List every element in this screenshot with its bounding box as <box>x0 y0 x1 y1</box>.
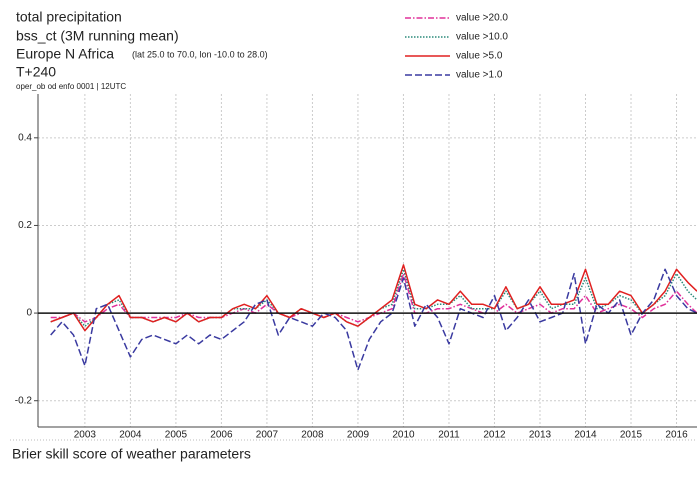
x-tick-label: 2010 <box>392 430 415 441</box>
x-tick-label: 2006 <box>210 430 233 441</box>
x-tick-label: 2011 <box>438 430 460 441</box>
y-tick-label: 0.2 <box>18 220 32 231</box>
x-tick-label: 2008 <box>301 430 324 441</box>
legend-label: value >1.0 <box>456 70 503 81</box>
series-line <box>50 268 697 371</box>
series-line <box>50 268 697 327</box>
region-detail: (lat 25.0 to 70.0, lon -10.0 to 28.0) <box>132 49 268 59</box>
x-tick-label: 2012 <box>483 430 506 441</box>
plot-area <box>50 264 697 371</box>
y-tick-label: 0 <box>26 308 32 319</box>
lead-time: T+240 <box>16 64 56 80</box>
x-tick-label: 2004 <box>119 430 142 441</box>
chart-title: total precipitation <box>16 9 122 25</box>
x-tick-label: 2014 <box>574 430 597 441</box>
x-tick-label: 2016 <box>665 430 688 441</box>
series-line <box>50 272 697 323</box>
y-tick-label: 0.4 <box>18 132 32 143</box>
region: Europe N Africa <box>16 46 114 62</box>
caption: Brier skill score of weather parameters <box>12 446 251 462</box>
source: oper_ob od enfo 0001 | 12UTC <box>16 82 126 91</box>
x-tick-label: 2007 <box>256 430 279 441</box>
x-tick-label: 2005 <box>165 430 188 441</box>
x-tick-label: 2009 <box>347 430 370 441</box>
legend-label: value >10.0 <box>456 32 508 43</box>
y-tick-label: -0.2 <box>15 395 33 406</box>
x-tick-label: 2015 <box>620 430 643 441</box>
x-tick-label: 2003 <box>74 430 97 441</box>
series-line <box>50 264 697 332</box>
legend-label: value >20.0 <box>456 13 508 24</box>
chart-subtitle: bss_ct (3M running mean) <box>16 28 179 44</box>
x-tick-label: 2013 <box>529 430 552 441</box>
legend-label: value >5.0 <box>456 51 503 62</box>
